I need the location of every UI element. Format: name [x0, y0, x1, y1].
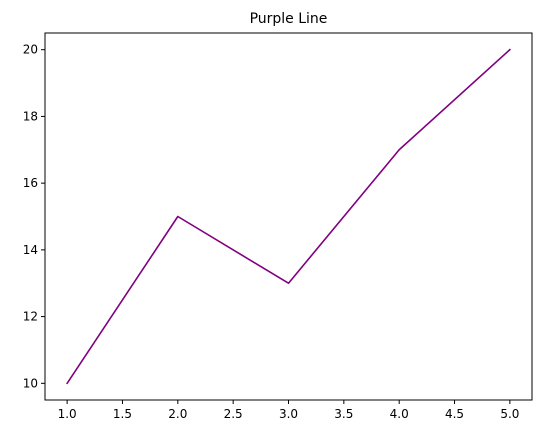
x-tick-label: 5.0: [500, 407, 519, 421]
y-tick-label: 20: [23, 43, 38, 57]
x-tick-label: 3.5: [334, 407, 353, 421]
x-tick-label: 1.0: [58, 407, 77, 421]
series-line-0: [66, 48, 511, 385]
axes: 1.0 1.5 2.0 2.5 3.0 3.5 4.0 4.5 5.0 10 12 14 16 18 20: [23, 32, 533, 421]
x-tick-label: 1.5: [113, 407, 132, 421]
x-tick-label: 4.5: [445, 407, 464, 421]
y-tick-label: 16: [23, 176, 38, 190]
plot-frame: [44, 32, 533, 401]
x-tick-label: 3.0: [279, 407, 298, 421]
chart-title: Purple Line: [250, 11, 328, 27]
x-tick-label: 4.0: [390, 407, 409, 421]
y-tick-label: 12: [23, 310, 38, 324]
x-tick-label: 2.0: [168, 407, 187, 421]
y-tick-label: 14: [23, 243, 38, 257]
y-tick-label: 10: [23, 376, 38, 390]
series-layer: [66, 48, 511, 385]
y-tick-label: 18: [23, 109, 38, 123]
x-tick-label: 2.5: [224, 407, 243, 421]
